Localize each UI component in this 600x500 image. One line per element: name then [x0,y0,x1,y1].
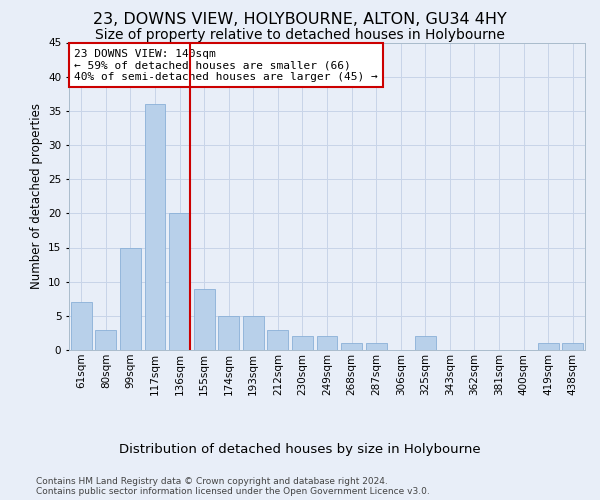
Bar [365,343,386,350]
Bar [538,343,559,350]
Bar [415,336,436,350]
Text: 23 DOWNS VIEW: 140sqm
← 59% of detached houses are smaller (66)
40% of semi-deta: 23 DOWNS VIEW: 140sqm ← 59% of detached … [74,48,378,82]
Bar [145,104,166,350]
Bar [268,330,289,350]
Y-axis label: Number of detached properties: Number of detached properties [29,104,43,289]
Text: Contains HM Land Registry data © Crown copyright and database right 2024.: Contains HM Land Registry data © Crown c… [36,478,388,486]
Text: Contains public sector information licensed under the Open Government Licence v3: Contains public sector information licen… [36,488,430,496]
Bar [71,302,92,350]
Text: Size of property relative to detached houses in Holybourne: Size of property relative to detached ho… [95,28,505,42]
Bar [169,214,190,350]
Bar [317,336,337,350]
Text: 23, DOWNS VIEW, HOLYBOURNE, ALTON, GU34 4HY: 23, DOWNS VIEW, HOLYBOURNE, ALTON, GU34 … [93,12,507,28]
Bar [218,316,239,350]
Text: Distribution of detached houses by size in Holybourne: Distribution of detached houses by size … [119,442,481,456]
Bar [95,330,116,350]
Bar [341,343,362,350]
Bar [194,288,215,350]
Bar [120,248,141,350]
Bar [243,316,264,350]
Bar [292,336,313,350]
Bar [562,343,583,350]
